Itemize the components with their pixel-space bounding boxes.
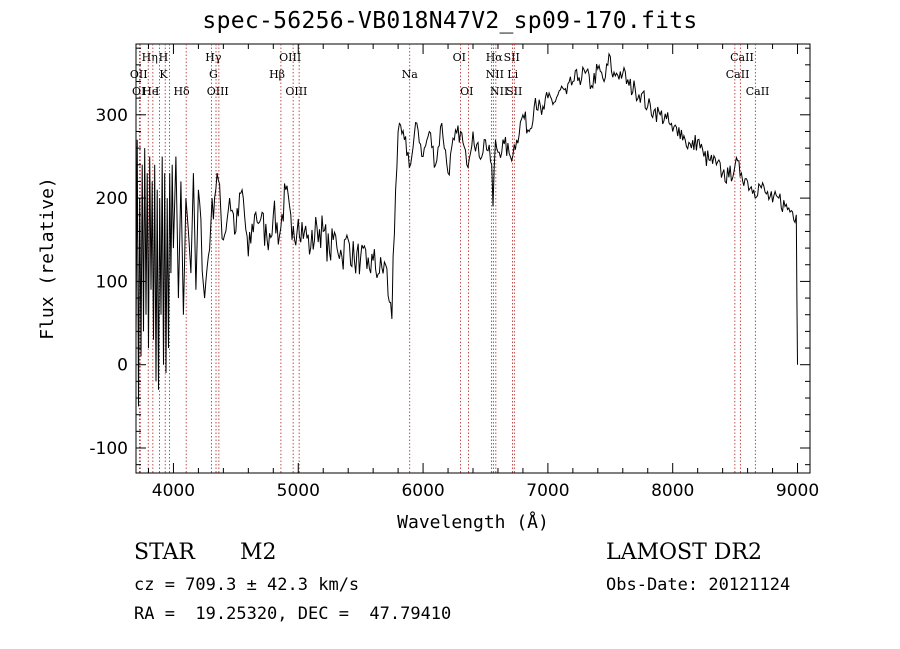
x-axis-label: Wavelength (Å) [397,511,549,533]
y-axis-label: Flux (relative) [37,177,58,340]
spectral-line-label-21: NII [490,85,508,98]
y-tick-label-4: 300 [96,106,128,126]
spectral-line-label-2: Hη [142,51,158,64]
spectral-line-label-24: CaII [726,68,750,81]
survey-name: LAMOST DR2 [606,540,762,565]
spectral-line-label-22: SII [506,85,522,98]
spectral-line-label-16: OI [460,85,473,98]
object-subclass: M2 [240,540,277,565]
spectral-line-label-19: NII [486,68,504,81]
plot-frame [135,43,811,474]
x-tick-label-1: 5000 [277,481,320,501]
y-tick-label-0: -100 [89,439,128,459]
spectral-line-label-3: He [142,85,158,98]
spectral-line-label-15: OI [453,51,466,64]
y-tick-label-2: 100 [96,272,128,292]
x-tick-label-3: 7000 [526,481,569,501]
spectral-line-label-25: CaII [746,85,770,98]
spectral-line-label-10: OIII [207,85,229,98]
spectral-line-label-13: OIII [285,85,307,98]
y-tick-label-1: 0 [117,356,128,376]
spectral-line-label-8: Hγ [205,51,222,64]
spectral-line-label-0: OII [130,68,148,81]
redshift-info: cz = 709.3 ± 42.3 km/s [134,575,360,595]
x-tick-label-5: 9000 [776,481,819,501]
spectral-line-label-1: OI [132,85,145,98]
spectral-line-label-12: Hβ [269,68,285,81]
x-tick-label-4: 8000 [651,481,694,501]
spectral-line-label-11: OIII [279,51,301,64]
spectral-line-label-7: Hδ [173,85,190,98]
coordinates: RA = 19.25320, DEC = 47.79410 [134,604,452,624]
spectral-line-label-18: SII [504,51,520,64]
spectrum-line [135,52,798,407]
object-class: STAR [134,540,195,565]
spectral-line-label-17: Hα [486,51,504,64]
spectral-line-label-4: I [155,85,159,98]
x-tick-label-2: 6000 [401,481,444,501]
obs-date: Obs-Date: 20121124 [606,575,791,595]
x-tick-label-0: 4000 [152,481,195,501]
spectral-line-label-9: G [209,68,218,81]
spectral-line-label-6: K [159,68,168,81]
chart-title: spec-56256-VB018N47V2_sp09-170.fits [202,8,698,34]
spectral-line-label-20: Li [507,68,518,81]
spectral-line-label-23: CaII [730,51,754,64]
spectral-line-label-5: H [159,51,169,64]
y-tick-label-3: 200 [96,189,128,209]
spectral-line-label-14: Na [402,68,419,81]
